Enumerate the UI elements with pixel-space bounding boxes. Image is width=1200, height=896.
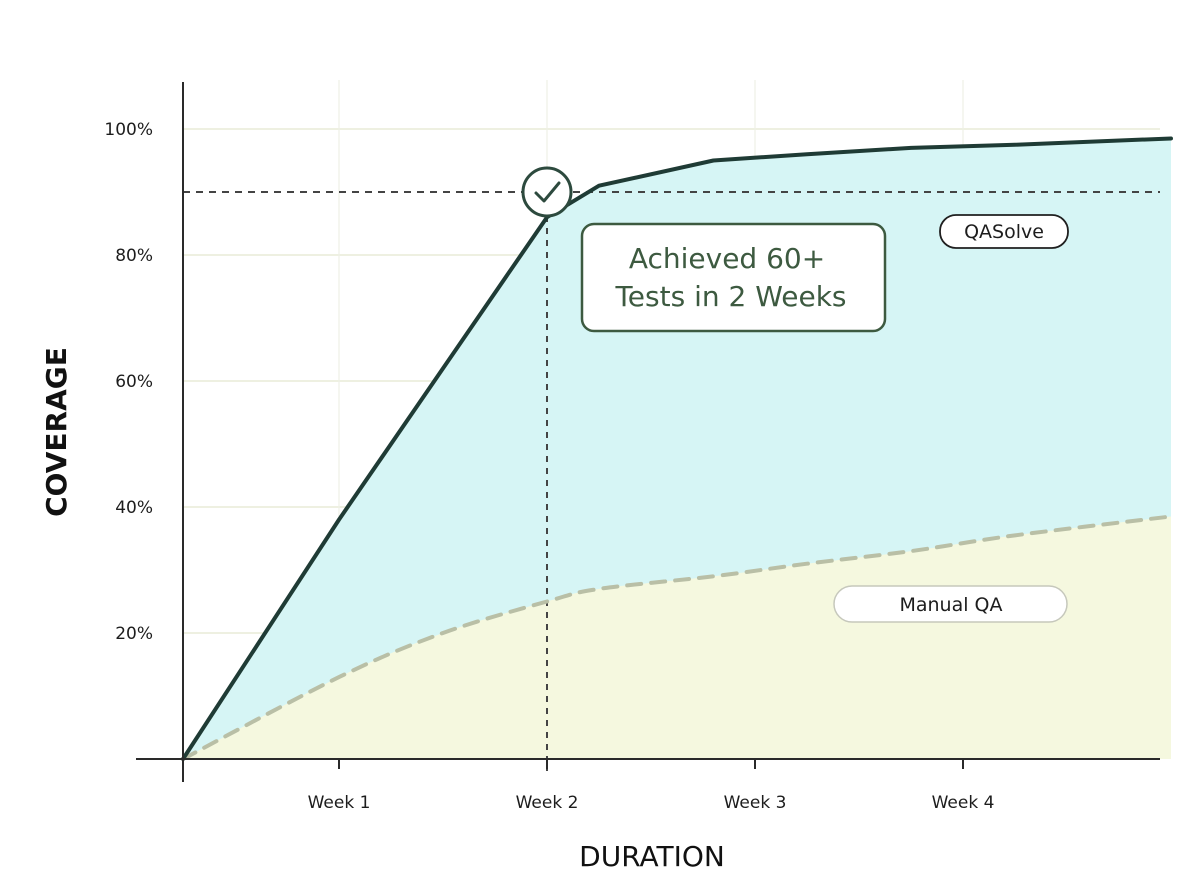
x-tick-label: Week 4 <box>932 793 995 813</box>
manual-qa-line <box>181 514 1173 761</box>
y-axis-title: COVERAGE <box>40 347 73 517</box>
qasolve-pill <box>939 214 1069 249</box>
manual-qa-area <box>183 516 1171 759</box>
series-label-qasolve: QASolve <box>939 214 1069 249</box>
manual-qa-label: Manual QA <box>899 594 1002 616</box>
series-label-manual-qa: Manual QA <box>833 585 1068 623</box>
x-axis-title: DURATION <box>579 840 725 873</box>
x-tick-label: Week 1 <box>308 793 371 813</box>
milestone-marker <box>521 166 573 218</box>
milestone-callout: Achieved 60+ Tests in 2 Weeks <box>580 222 887 333</box>
qasolve-line <box>181 136 1173 761</box>
series-lines <box>181 136 1173 761</box>
y-tick-label: 20% <box>115 624 153 644</box>
y-tick-label: 100% <box>104 120 153 140</box>
callout-box <box>580 222 887 333</box>
check-icon <box>534 181 561 203</box>
y-tick-label: 40% <box>115 498 153 518</box>
callout-line-1: Achieved 60+ <box>629 242 825 275</box>
y-tick-label: 80% <box>115 246 153 266</box>
axis-ticks: 20% 40% 60% 80% 100% Week 1 Week 2 Week 3 Week 4 <box>104 120 994 813</box>
manual-qa-pill <box>833 585 1068 623</box>
x-tick-label: Week 2 <box>516 793 579 813</box>
qasolve-label: QASolve <box>964 221 1044 243</box>
callout-line-2: Tests in 2 Weeks <box>614 280 846 313</box>
x-tick-label: Week 3 <box>724 793 787 813</box>
reference-lines <box>183 191 1160 771</box>
y-tick-label: 60% <box>115 372 153 392</box>
milestone-circle <box>521 166 573 218</box>
